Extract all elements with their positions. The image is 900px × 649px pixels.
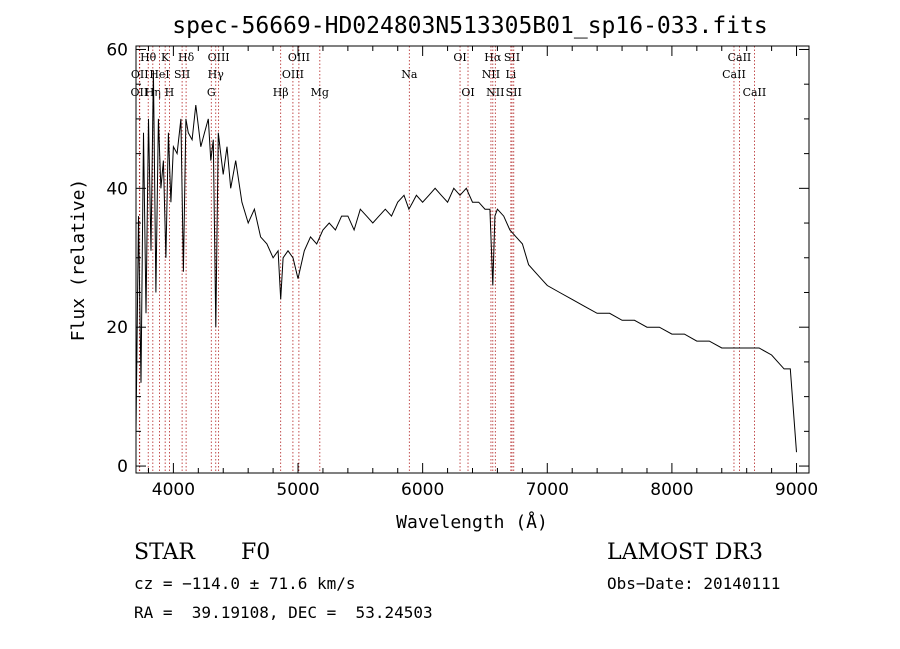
line-marker-label-9: OIII: [208, 51, 230, 64]
axis-ticks: 4000 5000 6000 7000 8000 9000 0 20 40 60: [106, 40, 818, 500]
line-marker-label-21: NII: [486, 86, 504, 99]
line-marker-label-23: Li: [505, 68, 516, 81]
line-marker-label-6: H: [165, 86, 175, 99]
y-tick-label-0: 0: [117, 457, 128, 477]
line-marker-label-1: Hθ: [140, 51, 157, 64]
survey-name: LAMOST DR3: [607, 540, 763, 565]
line-marker-label-22: SII: [504, 51, 520, 64]
chart-title: spec-56669-HD024803N513305B01_sp16-033.f…: [172, 13, 767, 39]
y-tick-label-1: 20: [106, 318, 128, 338]
line-marker-label-17: OI: [453, 51, 466, 64]
line-marker-label-13: OIII: [288, 51, 310, 64]
line-marker-label-7: Hδ: [178, 51, 195, 64]
coordinates: RA = 39.19108, DEC = 53.24503: [134, 603, 433, 622]
y-tick-label-2: 40: [106, 179, 128, 199]
line-marker-label-26: CaII: [722, 68, 746, 81]
line-marker-label-11: G: [207, 86, 216, 99]
line-marker-label-8: SII: [174, 68, 190, 81]
line-marker-label-2: OII: [131, 68, 149, 81]
subclass: F0: [241, 540, 271, 565]
object-class: STAR: [134, 540, 195, 565]
x-tick-label-0: 4000: [152, 480, 195, 500]
x-tick-label-5: 9000: [775, 480, 818, 500]
redshift-velocity: cz = −114.0 ± 71.6 km/s: [134, 574, 356, 593]
observation-date: Obs−Date: 20140111: [607, 574, 781, 593]
plot-frame: [135, 45, 810, 474]
line-marker-label-25: CaII: [728, 51, 752, 64]
line-marker-label-24: SII: [506, 86, 522, 99]
line-marker-label-4: HeI: [149, 68, 169, 81]
line-marker-label-16: Na: [401, 68, 418, 81]
line-marker-label-20: NII: [482, 68, 500, 81]
line-marker-label-5: K: [161, 51, 170, 64]
x-tick-label-3: 7000: [526, 480, 569, 500]
line-marker-label-12: Hβ: [273, 86, 289, 99]
x-tick-label-2: 6000: [401, 480, 444, 500]
x-tick-label-1: 5000: [276, 480, 319, 500]
y-tick-label-3: 60: [106, 40, 128, 60]
line-marker-label-15: Mg: [311, 86, 329, 99]
line-marker-label-27: CaII: [743, 86, 767, 99]
flux-line: [135, 70, 797, 453]
line-marker-label-18: OI: [461, 86, 474, 99]
line-marker-label-10: Hγ: [208, 68, 225, 81]
x-axis-label: Wavelength (Å): [396, 511, 548, 533]
line-marker-label-19: Hα: [484, 51, 502, 64]
line-marker-label-14: OIII: [282, 68, 304, 81]
flux-series: [135, 70, 797, 453]
y-axis-label: Flux (relative): [68, 179, 89, 342]
x-tick-label-4: 8000: [650, 480, 693, 500]
